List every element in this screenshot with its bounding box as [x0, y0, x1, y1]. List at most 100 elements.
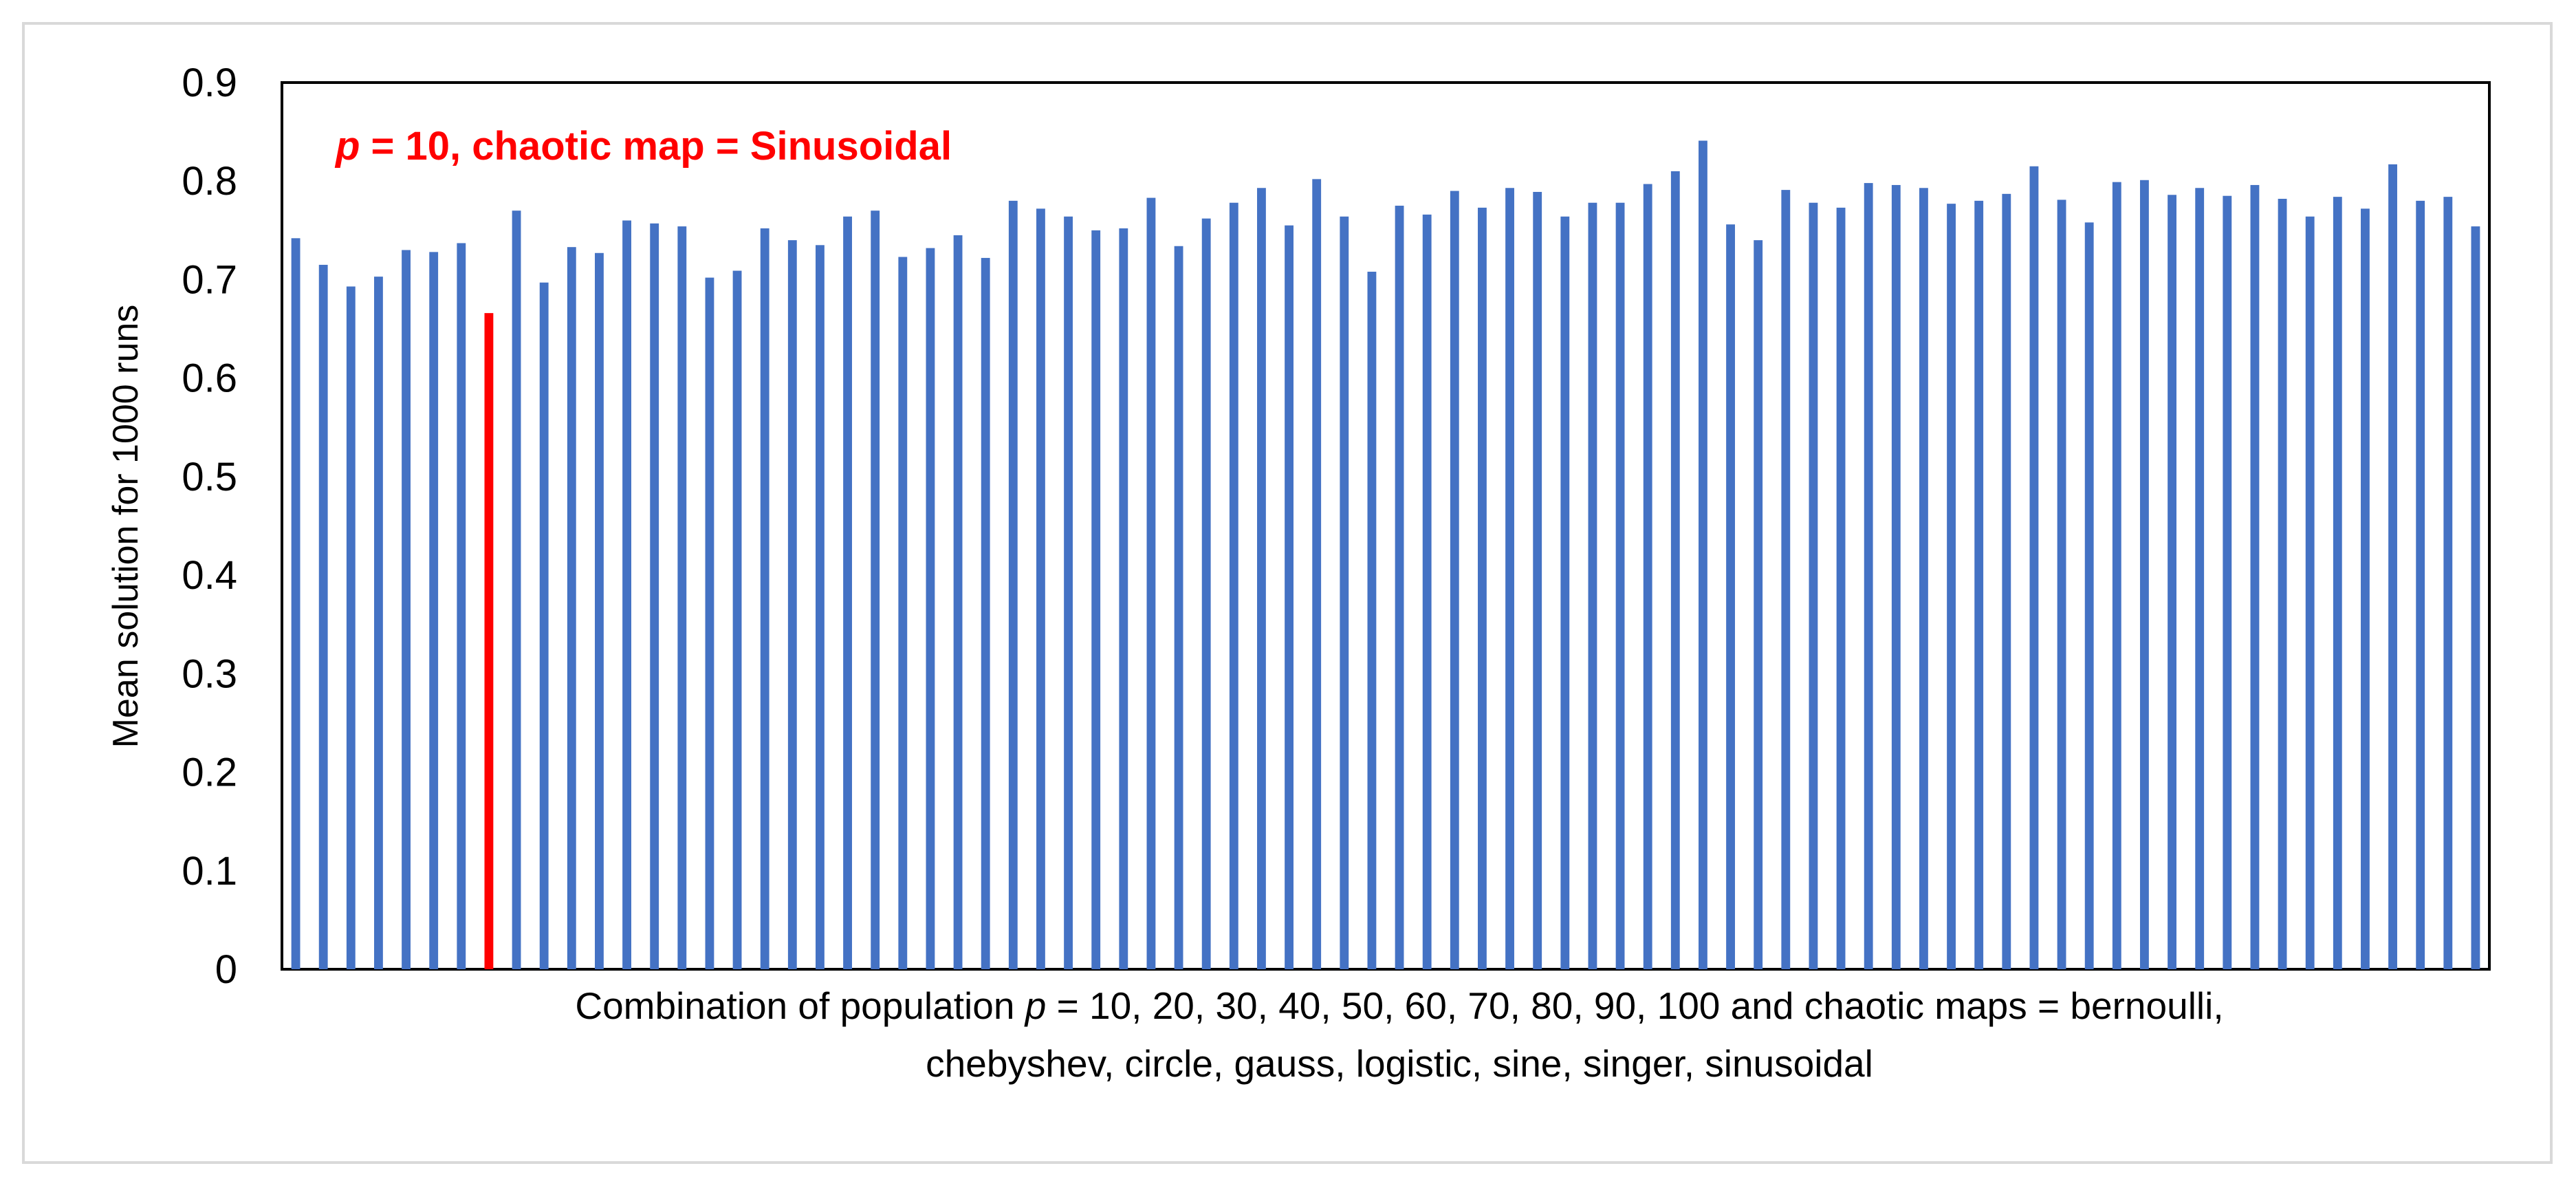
bar — [1754, 240, 1763, 970]
bars — [291, 140, 2480, 970]
bar — [953, 235, 963, 970]
bar — [760, 228, 769, 970]
plot-area-border — [281, 81, 2491, 971]
bar — [2388, 164, 2397, 969]
x-axis-title: Combination of population p = 10, 20, 30… — [261, 977, 2537, 1092]
bar — [1670, 171, 1680, 969]
bar — [1615, 202, 1625, 970]
bar — [1891, 184, 1901, 969]
bar — [1505, 188, 1514, 969]
y-axis-ticks: 0 0.1 0.2 0.3 0.4 0.5 0.6 0.7 0.8 0.9 — [182, 61, 237, 992]
bar — [1947, 204, 1956, 969]
bar — [2250, 184, 2260, 969]
bar — [926, 248, 935, 970]
bar — [2084, 222, 2094, 970]
bar — [374, 277, 383, 969]
bar — [2029, 166, 2039, 969]
bar — [2333, 197, 2342, 969]
bar — [1036, 208, 1045, 969]
bar — [898, 257, 908, 970]
x-axis-title-prefix: Combination of population — [575, 984, 1025, 1027]
bar — [595, 252, 604, 970]
bar — [2140, 180, 2149, 969]
bar — [2416, 200, 2425, 969]
bar — [1809, 202, 1818, 970]
bar — [1146, 197, 1156, 969]
bar — [1450, 191, 1459, 969]
y-tick-label: 0.5 — [182, 455, 237, 499]
bar — [291, 238, 301, 969]
x-axis-title-variable: p — [1025, 984, 1047, 1027]
y-tick-label: 0.8 — [182, 159, 237, 204]
bar — [1533, 191, 1542, 969]
bar — [816, 245, 825, 970]
bar — [1201, 218, 1211, 969]
bar — [787, 240, 797, 970]
bar — [705, 277, 714, 970]
bar — [2195, 188, 2205, 969]
bar — [1008, 200, 1018, 969]
bar — [677, 226, 687, 969]
bar — [402, 250, 411, 969]
bar — [843, 216, 852, 969]
bar — [2002, 193, 2011, 970]
bar — [1395, 206, 1404, 969]
bar — [2361, 208, 2370, 969]
y-tick-label: 0.6 — [182, 356, 237, 401]
bar — [1919, 188, 1928, 969]
bar — [1064, 216, 1073, 969]
bar — [650, 223, 659, 970]
bar — [1119, 228, 1128, 970]
bar — [1781, 190, 1791, 970]
x-axis-title-line2: chebyshev, circle, gauss, logistic, sine… — [926, 1042, 1873, 1085]
bar — [1091, 230, 1101, 969]
bar — [2112, 182, 2121, 970]
bar — [2223, 195, 2232, 969]
bar — [1367, 271, 1377, 969]
bar — [2443, 197, 2453, 969]
annotation-variable: p — [334, 124, 360, 169]
bar — [1174, 246, 1183, 969]
bar — [1974, 200, 1984, 969]
bar — [429, 252, 439, 969]
bar — [457, 243, 466, 970]
bar — [2278, 199, 2287, 970]
y-tick-label: 0 — [215, 947, 237, 992]
bar — [732, 270, 742, 969]
bar — [1699, 140, 1707, 970]
y-tick-label: 0.4 — [182, 553, 237, 598]
bar — [1588, 202, 1597, 970]
bar — [1836, 207, 1846, 969]
bar — [2305, 216, 2315, 969]
bar — [512, 210, 521, 969]
bar — [1422, 214, 1432, 970]
bar — [1726, 224, 1735, 969]
bar — [2471, 226, 2480, 969]
bar — [871, 210, 880, 969]
y-tick-label: 0.9 — [182, 61, 237, 105]
bar — [2057, 199, 2066, 969]
bar — [539, 282, 549, 970]
y-tick-label: 0.2 — [182, 750, 237, 795]
bar — [1643, 184, 1652, 969]
bar — [622, 220, 631, 969]
y-tick-label: 0.7 — [182, 257, 237, 302]
bar — [1285, 225, 1294, 969]
y-tick-label: 0.3 — [182, 651, 237, 696]
y-tick-label: 0.1 — [182, 849, 237, 894]
x-axis-title-line1: Combination of population p = 10, 20, 30… — [261, 977, 2537, 1035]
bar — [318, 264, 328, 969]
bar — [1478, 207, 1487, 969]
bar — [567, 247, 576, 969]
bar — [1560, 216, 1570, 969]
highlighted-bar — [484, 313, 494, 969]
bar — [1257, 188, 1266, 969]
bar — [2168, 195, 2176, 970]
x-axis-title-suffix: = 10, 20, 30, 40, 50, 60, 70, 80, 90, 10… — [1046, 984, 2224, 1027]
bar — [981, 257, 990, 969]
annotation-text: = 10, chaotic map = Sinusoidal — [360, 124, 952, 169]
bar — [346, 286, 356, 970]
bar — [1340, 216, 1349, 969]
bar — [1864, 183, 1873, 969]
